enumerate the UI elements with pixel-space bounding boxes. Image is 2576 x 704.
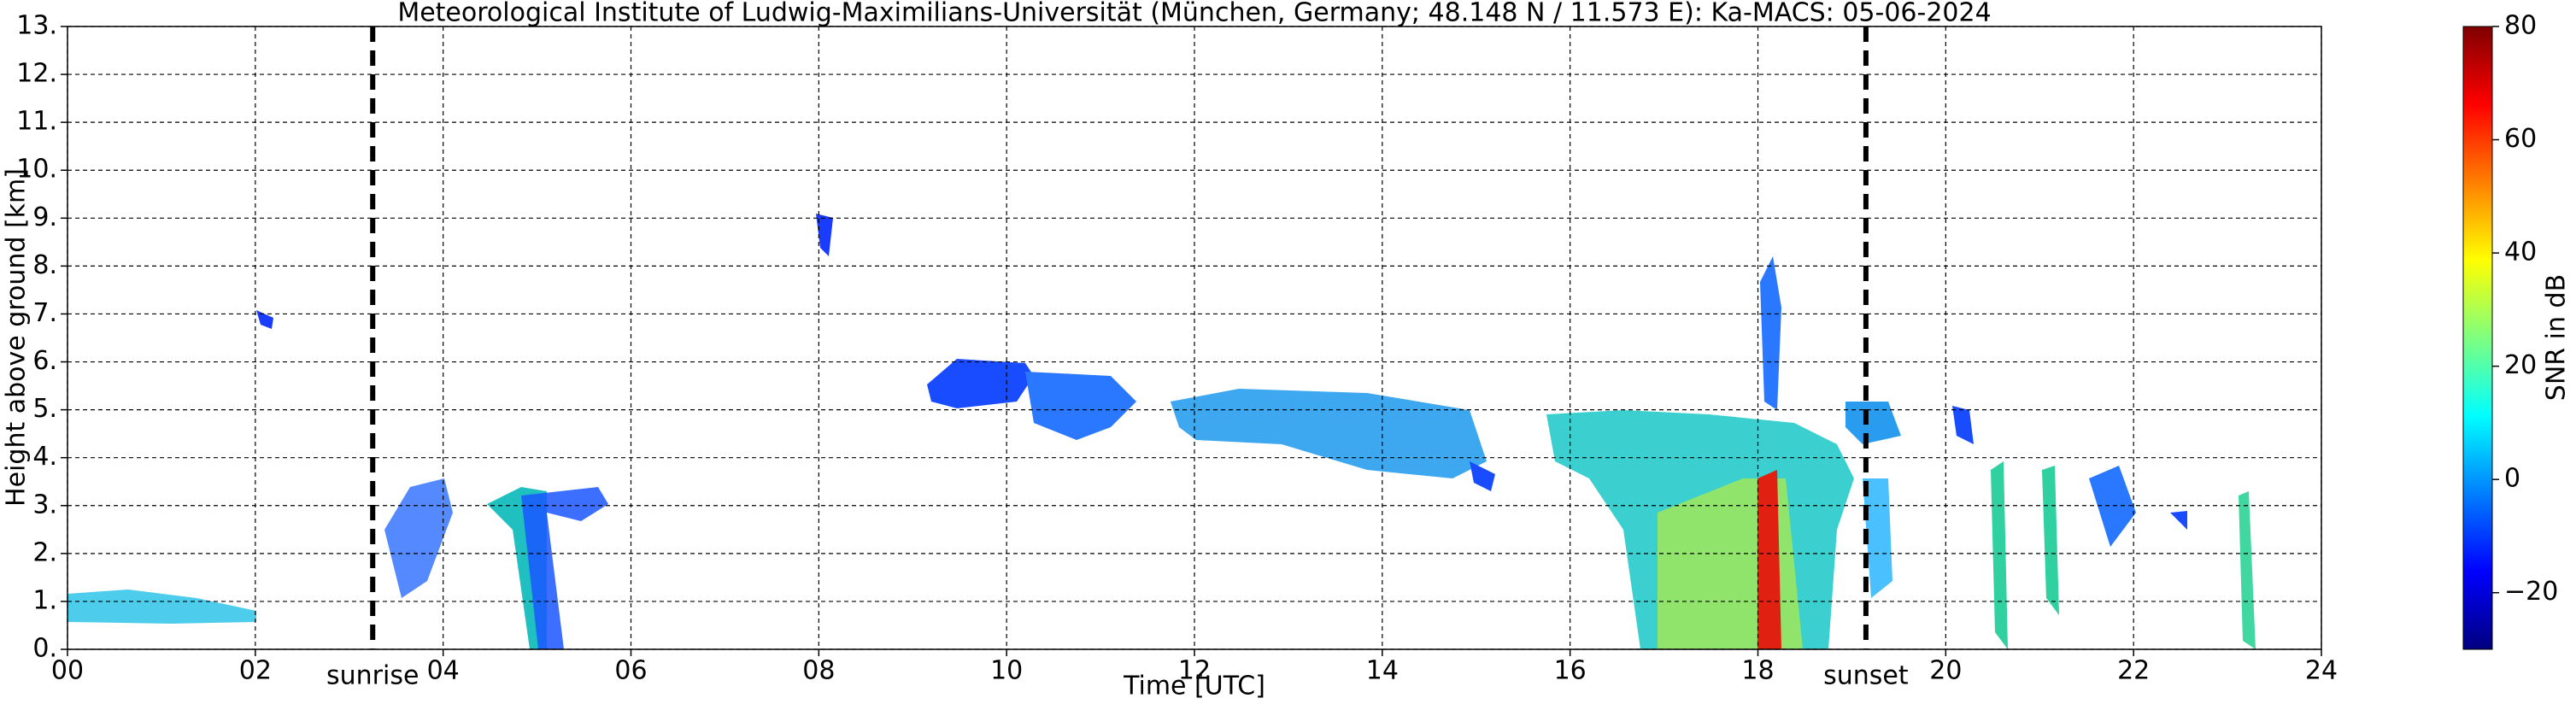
x-tick-label: 00: [51, 656, 84, 686]
colorbar-label: SNR in dB: [2542, 274, 2572, 401]
x-tick-label: 02: [239, 656, 272, 686]
y-tick-label: 2.: [32, 537, 57, 567]
colorbar: [2462, 26, 2493, 650]
y-tick-label: 11.: [16, 107, 57, 137]
y-tick-label: 8.: [32, 250, 57, 280]
x-axis-label: Time [UTC]: [1123, 672, 1265, 701]
y-axis-label: Height above ground [km]: [2, 168, 32, 507]
x-tick-label: 12: [1178, 656, 1211, 686]
chart-title: Meteorological Institute of Ludwig-Maxim…: [397, 0, 1991, 28]
y-tick-label: 3.: [32, 490, 57, 519]
colorbar-tick-label: 0: [2504, 464, 2520, 494]
annotation-label: sunset: [1823, 661, 1909, 691]
annotation-label: sunrise: [326, 661, 419, 691]
y-tick-label: 13.: [16, 11, 57, 41]
colorbar-tick-label: 60: [2504, 124, 2537, 154]
y-tick-label: 4.: [32, 442, 57, 472]
plot-frame: [67, 26, 2322, 650]
x-tick-label: 18: [1741, 656, 1774, 686]
colorbar-tick-label: −20: [2504, 577, 2558, 607]
y-tick-label: 10.: [16, 155, 57, 185]
y-tick-label: 12.: [16, 59, 57, 89]
colorbar-tick-label: 40: [2504, 238, 2537, 267]
x-tick-label: 06: [614, 656, 647, 686]
x-tick-label: 14: [1366, 656, 1399, 686]
x-tick-label: 24: [2305, 656, 2338, 686]
y-tick-label: 6.: [32, 346, 57, 376]
y-tick-label: 7.: [32, 298, 57, 328]
x-tick-label: 16: [1554, 656, 1587, 686]
x-tick-label: 04: [427, 656, 460, 686]
y-tick-label: 5.: [32, 394, 57, 424]
x-tick-label: 22: [2117, 656, 2150, 686]
y-tick-label: 1.: [32, 585, 57, 615]
y-tick-label: 0.: [32, 634, 57, 664]
y-tick-label: 9.: [32, 202, 57, 232]
x-tick-label: 08: [802, 656, 835, 686]
colorbar-tick-label: 20: [2504, 350, 2537, 380]
x-tick-label: 20: [1929, 656, 1962, 686]
colorbar-tick-label: 80: [2504, 11, 2537, 41]
radar-echoes: [67, 214, 2256, 649]
x-tick-label: 10: [990, 656, 1023, 686]
